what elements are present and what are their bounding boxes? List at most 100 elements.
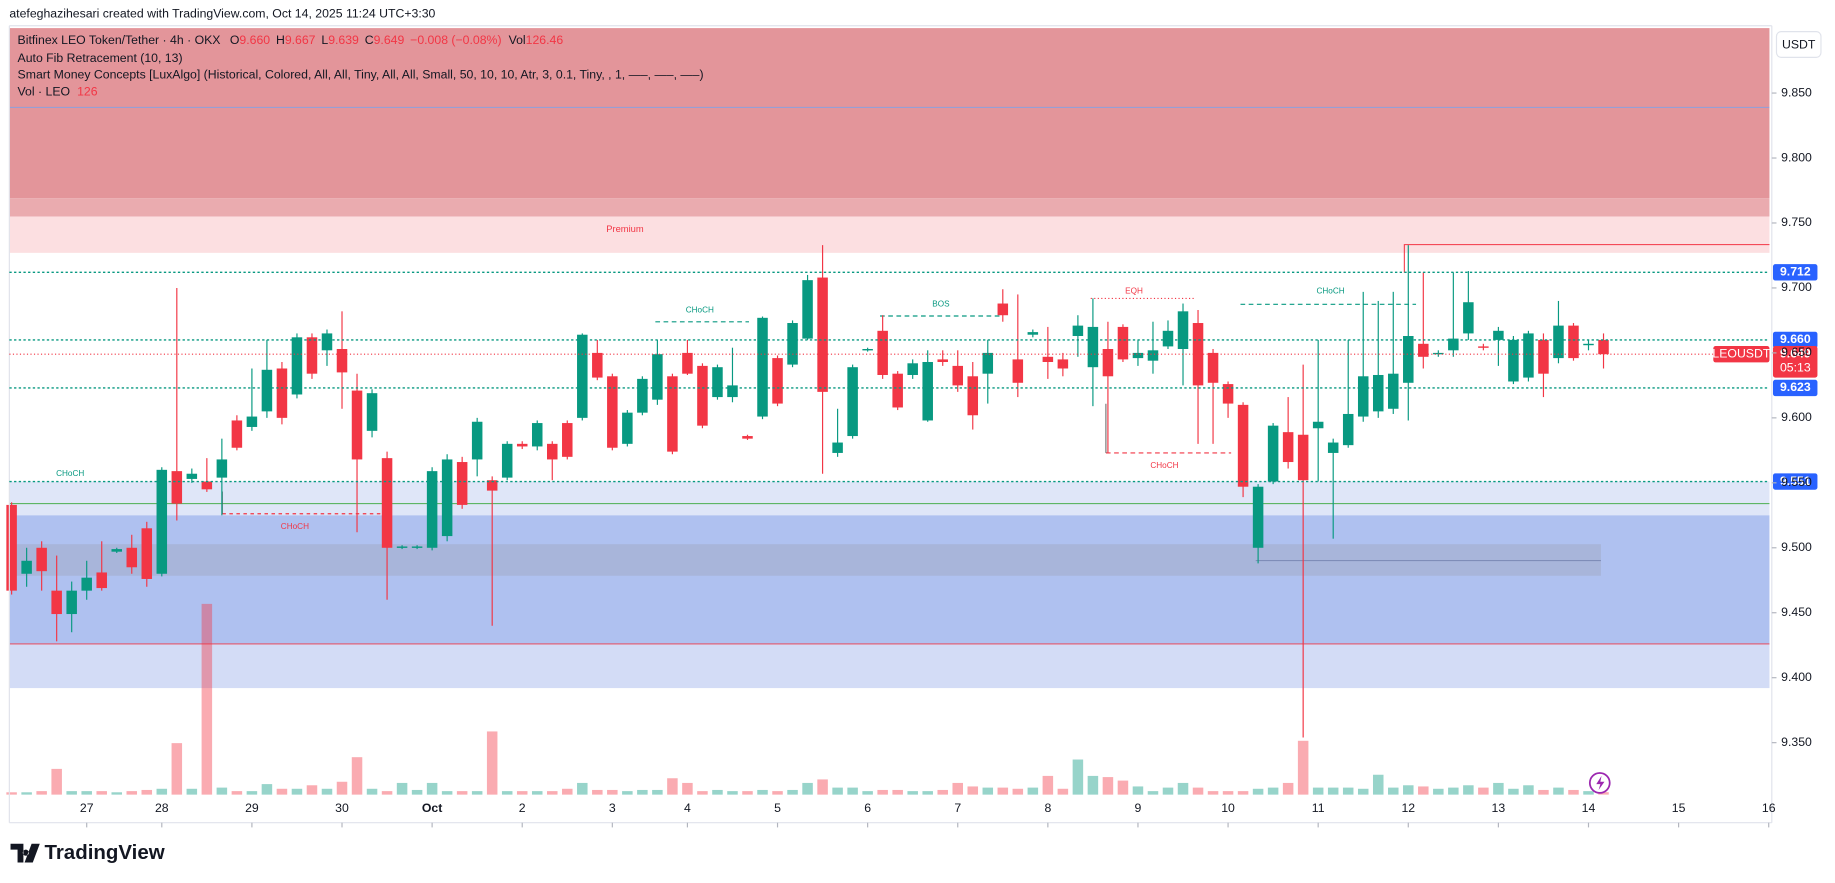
candle-body: [1433, 352, 1444, 355]
ohlc-value: 9.649: [374, 33, 405, 47]
candle-body: [862, 349, 873, 351]
indicator: Smart Money Concepts [LuxAlgo] (Historic…: [18, 68, 704, 82]
volume-bar: [547, 791, 558, 795]
volume-bar: [997, 787, 1009, 795]
volume-bar: [531, 791, 543, 795]
candle-body: [607, 376, 618, 448]
volume-bar: [321, 788, 333, 795]
candle-body: [637, 378, 648, 413]
y-tick-label: 9.700: [1781, 280, 1812, 294]
candle-body: [742, 436, 753, 439]
candle-body: [1252, 486, 1264, 548]
x-tick-label: 9: [1135, 801, 1142, 815]
volume-bar: [637, 789, 648, 795]
ohlc-value: 9.639: [328, 33, 359, 47]
volume-bar: [96, 791, 107, 795]
candle-body: [1523, 333, 1534, 378]
volume-bar: [1042, 775, 1054, 795]
volume-bar: [516, 791, 528, 795]
volume-bar: [411, 789, 423, 795]
volume-bar: [6, 792, 17, 795]
volume-bar: [1448, 787, 1459, 795]
candle-body: [36, 547, 47, 572]
candle-body: [306, 337, 318, 374]
candle-body: [1327, 442, 1339, 453]
candle-body: [171, 471, 183, 504]
zone: [9, 481, 1770, 516]
volume-bar: [1312, 787, 1324, 795]
volume-bar: [1583, 791, 1594, 795]
symbol-legend: Bitfinex LEO Token/Tether · 4h · OKX O9.6…: [18, 33, 564, 47]
candle-body: [847, 367, 858, 437]
volume-bar: [1057, 788, 1069, 795]
candle-body: [1297, 434, 1309, 481]
candle-body: [1222, 384, 1234, 404]
candle-body: [772, 358, 783, 404]
candle-body: [201, 481, 213, 490]
x-tick-label: 6: [864, 801, 871, 815]
volume-bar: [471, 791, 483, 795]
volume-bar: [862, 791, 873, 795]
volume-bar: [697, 791, 708, 795]
y-tick-label: 9.600: [1781, 410, 1812, 424]
candle-body: [246, 416, 258, 427]
volume-bar: [141, 789, 153, 795]
price-tag-label: 9.551: [1780, 474, 1811, 488]
candle-body: [1478, 346, 1489, 348]
candle-body: [832, 442, 843, 453]
currency-button[interactable]: USDT: [1775, 31, 1822, 58]
currency[interactable]: USDT: [1782, 37, 1816, 51]
alert-icon-bolt[interactable]: [1596, 775, 1605, 790]
volume-bar: [802, 782, 813, 795]
candle-body: [1267, 425, 1279, 482]
candle-body: [1057, 359, 1069, 369]
x-tick-label: 27: [80, 801, 94, 815]
x-tick-label: 11: [1312, 801, 1325, 815]
candle-body: [51, 590, 62, 615]
volume-bar: [426, 782, 438, 795]
symbol-tag-label: LEOUSDT: [1712, 346, 1770, 360]
vol-key: Vol: [509, 33, 526, 47]
candle-body: [1342, 413, 1354, 446]
y-tick-label: 9.450: [1781, 605, 1812, 619]
y-tick-label: 9.350: [1781, 735, 1812, 749]
volume-bar: [1463, 785, 1474, 795]
annotation: CHoCH: [56, 469, 84, 478]
candle-body: [81, 577, 92, 591]
x-tick-label: 10: [1221, 801, 1235, 815]
alert-icon[interactable]: [1588, 772, 1611, 794]
ohlc-key: H: [276, 33, 285, 47]
volume-bar: [171, 743, 183, 795]
volume-bar: [1177, 782, 1189, 795]
currency-button-frame[interactable]: [1775, 31, 1822, 58]
candle-body: [817, 277, 828, 392]
ohlc-value: 9.667: [285, 33, 316, 47]
ohlc-value: 9.660: [239, 33, 270, 47]
volume-bar: [757, 789, 768, 795]
volume-bar: [1403, 785, 1414, 795]
annotation: CHoCH: [686, 305, 714, 314]
zone: [9, 515, 1770, 644]
candle-body: [141, 528, 153, 579]
y-tick-label: 9.850: [1781, 85, 1812, 99]
candle-body: [261, 369, 273, 412]
credit: atefeghazihesari created with TradingVie…: [9, 6, 435, 20]
volume-bar: [907, 791, 918, 795]
volume-bar: [712, 789, 723, 795]
candle-body: [967, 376, 979, 416]
candle-body: [712, 367, 723, 398]
volume-bar: [877, 789, 888, 795]
candle-body: [1162, 330, 1174, 347]
x-tick-label: 8: [1044, 801, 1051, 815]
candle-body: [1072, 325, 1084, 337]
candle-body: [321, 333, 333, 351]
volume-bar: [441, 791, 453, 795]
volume-bar: [456, 791, 468, 795]
candle-body: [411, 546, 423, 548]
candle-body: [907, 363, 918, 375]
candle-body: [216, 459, 228, 478]
indicator: Auto Fib Retracement (10, 13): [18, 51, 183, 65]
candle-body: [336, 349, 348, 373]
candle-body: [486, 480, 498, 491]
